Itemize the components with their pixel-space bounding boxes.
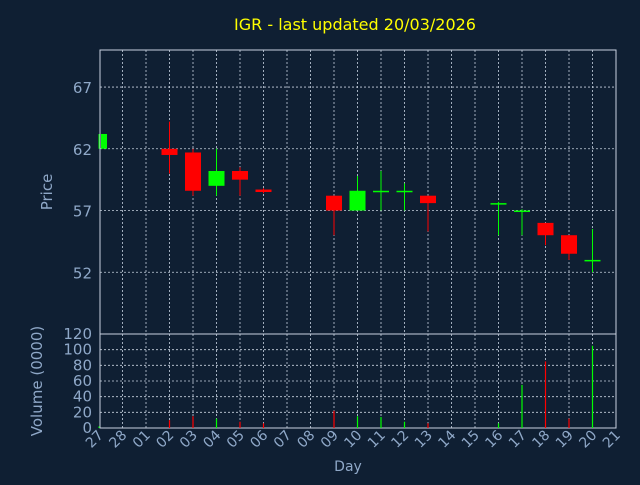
- volume-tick-label: 0: [82, 419, 92, 437]
- candle-body: [396, 190, 413, 193]
- candle-body: [514, 210, 530, 213]
- candle-body: [101, 133, 107, 149]
- candle-body: [232, 171, 248, 180]
- price-axis-label: Price: [38, 174, 56, 211]
- day-tick-labels: 27 28 01 02 03 04 05 06 07 08 09 10 11 12 13 14 15 16 17 18…: [83, 427, 624, 451]
- candle-body: [208, 171, 225, 186]
- volume-tick-label: 40: [73, 388, 92, 406]
- volume-tick-label: 120: [63, 325, 92, 343]
- candle-body: [349, 190, 366, 211]
- candle-body: [584, 259, 601, 262]
- candle-body: [161, 148, 178, 155]
- volume-tick-label: 80: [73, 356, 92, 374]
- candle-body: [561, 235, 577, 254]
- price-tick-label: 67: [73, 79, 92, 97]
- candle-body: [326, 195, 342, 211]
- volume-tick-label: 20: [73, 403, 92, 421]
- volume-tick-label: 100: [63, 341, 92, 359]
- volume-gridlines: [100, 334, 616, 428]
- candle-body: [255, 189, 272, 192]
- candle-body: [373, 190, 389, 193]
- candle-body: [490, 203, 507, 205]
- volume-tick-label: 60: [73, 372, 92, 390]
- candle-body: [420, 195, 436, 204]
- candle-body: [537, 222, 554, 236]
- volume-axis-label: Volume (0000): [28, 326, 46, 436]
- x-axis-label: Day: [334, 459, 362, 475]
- price-tick-label: 57: [73, 203, 92, 221]
- candlestick-series: [98, 121, 601, 273]
- candle-body: [185, 152, 201, 191]
- volume-bar-series: [98, 345, 594, 428]
- price-tick-label: 62: [73, 141, 92, 159]
- price-tick-labels: 52 57 62 67: [73, 79, 92, 282]
- chart-title: IGR - last updated 20/03/2026: [234, 15, 476, 34]
- price-tick-label: 52: [73, 264, 92, 282]
- price-gridlines: [100, 50, 616, 334]
